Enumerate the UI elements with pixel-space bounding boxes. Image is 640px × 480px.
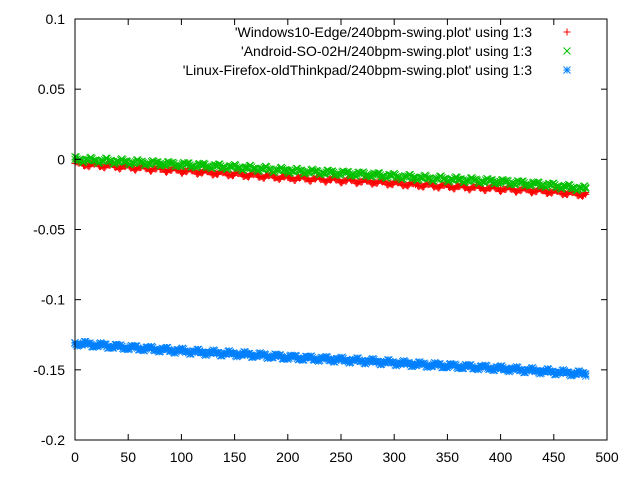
data-point [454, 175, 462, 184]
x-tick-label: 0 [71, 449, 79, 465]
data-point [105, 157, 113, 166]
y-tick-label: -0.2 [41, 432, 65, 448]
data-point [241, 163, 250, 171]
x-tick-label: 200 [276, 449, 300, 465]
y-tick-label: 0.1 [46, 11, 66, 27]
data-point [156, 159, 164, 168]
data-point [411, 173, 420, 182]
y-tick-label: 0 [57, 151, 65, 167]
y-tick-label: -0.05 [33, 222, 65, 238]
data-point [446, 175, 455, 184]
data-point [310, 167, 319, 176]
data-point [248, 164, 257, 173]
data-point [581, 370, 590, 378]
legend-label: 'Windows10-Edge/240bpm-swing.plot' using… [235, 24, 532, 40]
data-point [326, 168, 335, 177]
y-tick-label: -0.1 [41, 292, 65, 308]
data-point [198, 161, 207, 170]
legend-marker [563, 28, 571, 36]
series-star [71, 337, 590, 380]
x-tick-label: 350 [436, 449, 460, 465]
x-tick-label: 100 [170, 449, 194, 465]
data-point [439, 175, 447, 183]
data-point [326, 176, 334, 184]
data-point [369, 357, 377, 366]
data-point [283, 166, 292, 175]
data-point [241, 350, 250, 359]
legend: 'Windows10-Edge/240bpm-swing.plot' using… [183, 24, 571, 78]
legend-label: 'Android-SO-02H/240bpm-swing.plot' using… [241, 43, 532, 59]
series-cross [71, 152, 590, 195]
points-layer [71, 152, 590, 380]
data-point [477, 177, 486, 186]
data-point [156, 345, 164, 354]
data-point [120, 157, 128, 166]
data-point [81, 155, 90, 164]
data-point [272, 165, 280, 174]
x-tick-label: 300 [383, 449, 407, 465]
data-point [485, 176, 493, 185]
data-point [581, 184, 590, 193]
plot-frame [74, 18, 608, 441]
data-point [411, 360, 420, 369]
legend-marker [563, 66, 571, 74]
y-tick-label: 0.05 [38, 81, 65, 97]
data-point [198, 348, 207, 357]
data-point [470, 176, 478, 185]
data-point [341, 168, 350, 177]
data-point [408, 174, 417, 182]
data-point [241, 163, 250, 172]
x-tick-label: 450 [542, 449, 566, 465]
legend-marker [563, 47, 571, 55]
data-point [143, 159, 152, 168]
data-point [496, 177, 505, 186]
data-point [269, 168, 277, 176]
y-tick-label: -0.15 [33, 362, 65, 378]
data-point [568, 184, 576, 193]
data-point [113, 342, 122, 351]
x-tick-label: 150 [223, 449, 247, 465]
data-point [287, 167, 295, 176]
x-tick-label: 50 [120, 449, 136, 465]
data-point [539, 180, 548, 189]
data-point [369, 170, 377, 179]
data-point [539, 367, 548, 376]
data-point [283, 353, 292, 362]
ticks-layer: -0.2 -0.15 -0.1 -0.05 0 0.05 0.1 0 50 100 150 200 25… [33, 11, 619, 465]
x-tick-label: 250 [329, 449, 353, 465]
legend-label: 'Linux-Firefox-oldThinkpad/240bpm-swing.… [183, 62, 533, 78]
data-point [326, 355, 335, 364]
data-point [113, 157, 122, 166]
x-tick-label: 400 [489, 449, 513, 465]
data-point [217, 163, 226, 172]
data-point [582, 190, 590, 198]
data-point [581, 183, 590, 192]
x-tick-label: 500 [595, 449, 619, 465]
data-point [454, 183, 462, 191]
data-point [112, 157, 121, 166]
data-point [454, 362, 462, 371]
data-point [497, 185, 505, 193]
data-point [496, 364, 505, 373]
